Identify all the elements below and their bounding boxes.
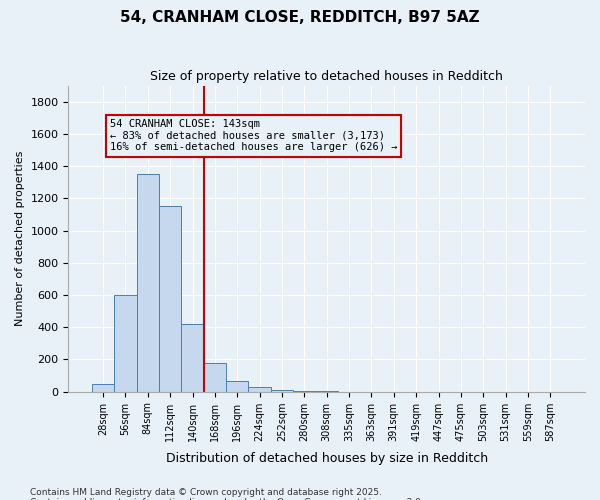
Text: Contains HM Land Registry data © Crown copyright and database right 2025.: Contains HM Land Registry data © Crown c…: [30, 488, 382, 497]
Bar: [226, 381, 248, 392]
Bar: [204, 364, 226, 392]
Bar: [181, 324, 204, 392]
X-axis label: Distribution of detached houses by size in Redditch: Distribution of detached houses by size …: [166, 452, 488, 465]
Bar: [92, 384, 114, 392]
Text: 54, CRANHAM CLOSE, REDDITCH, B97 5AZ: 54, CRANHAM CLOSE, REDDITCH, B97 5AZ: [120, 10, 480, 25]
Title: Size of property relative to detached houses in Redditch: Size of property relative to detached ho…: [150, 70, 503, 83]
Bar: [271, 390, 293, 392]
Text: 54 CRANHAM CLOSE: 143sqm
← 83% of detached houses are smaller (3,173)
16% of sem: 54 CRANHAM CLOSE: 143sqm ← 83% of detach…: [110, 119, 397, 152]
Bar: [159, 206, 181, 392]
Text: Contains public sector information licensed under the Open Government Licence v3: Contains public sector information licen…: [30, 498, 424, 500]
Bar: [114, 295, 137, 392]
Y-axis label: Number of detached properties: Number of detached properties: [15, 151, 25, 326]
Bar: [248, 387, 271, 392]
Bar: [137, 174, 159, 392]
